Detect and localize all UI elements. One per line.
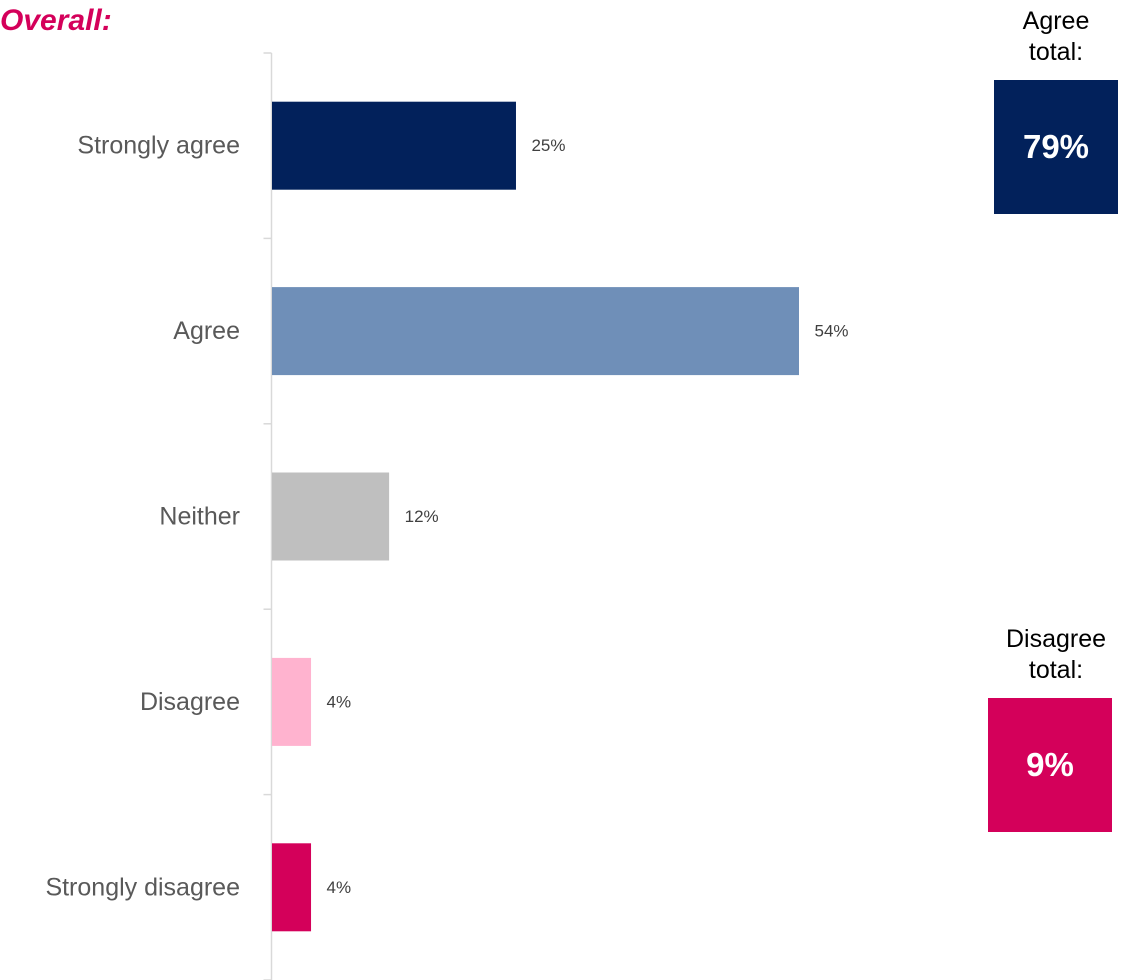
- category-label: Strongly disagree: [45, 873, 240, 901]
- category-label: Strongly agree: [77, 132, 240, 160]
- agree-total-panel: Agree total: 79%: [986, 6, 1126, 214]
- disagree-total-label-line1: Disagree: [1005, 625, 1107, 653]
- data-label: 25%: [531, 136, 565, 155]
- category-label: Neither: [159, 503, 240, 531]
- data-label: 4%: [327, 692, 352, 711]
- chart-title: Overall:: [0, 4, 112, 37]
- category-label: Disagree: [140, 688, 240, 716]
- bar: [272, 843, 312, 932]
- agree-total-value: 79%: [1022, 128, 1090, 165]
- disagree-total-value: 9%: [1026, 746, 1074, 783]
- agree-total-label: Agree total:: [986, 6, 1126, 68]
- bar: [272, 287, 799, 376]
- disagree-total-label-line2: total:: [1028, 656, 1084, 684]
- bar: [272, 101, 516, 190]
- disagree-total-panel: Disagree total: 9%: [986, 624, 1126, 832]
- data-label: 54%: [815, 322, 849, 341]
- agree-total-box: 79%: [994, 80, 1118, 214]
- agree-total-label-line2: total:: [1028, 38, 1084, 66]
- disagree-total-box: 9%: [988, 698, 1112, 832]
- agree-total-label-line1: Agree: [1022, 7, 1090, 35]
- data-label: 4%: [327, 878, 352, 897]
- data-label: 12%: [405, 507, 439, 526]
- category-label: Agree: [173, 317, 240, 345]
- disagree-total-label: Disagree total:: [986, 624, 1126, 686]
- bar: [272, 472, 390, 561]
- bar: [272, 657, 312, 746]
